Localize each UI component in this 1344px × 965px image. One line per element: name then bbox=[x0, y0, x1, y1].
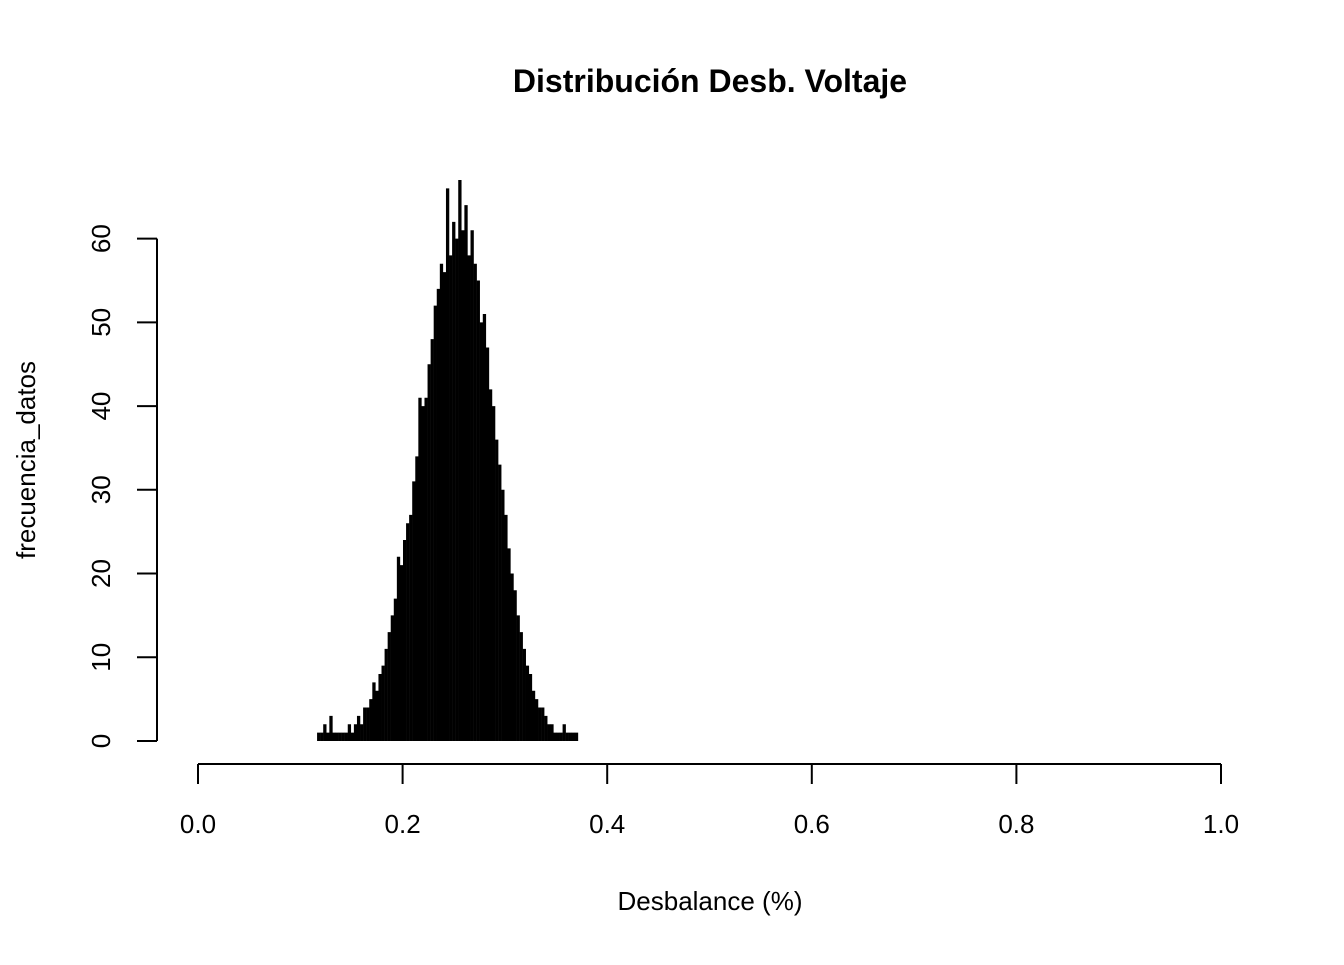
y-axis-label: frecuencia_datos bbox=[11, 361, 41, 559]
x-tick-label: 1.0 bbox=[1203, 809, 1239, 839]
x-tick-label: 0.4 bbox=[589, 809, 625, 839]
x-tick-label: 0.2 bbox=[385, 809, 421, 839]
y-tick-label: 60 bbox=[86, 224, 116, 253]
x-tick-label: 0.6 bbox=[794, 809, 830, 839]
y-tick-label: 40 bbox=[86, 392, 116, 421]
x-tick-label: 0.0 bbox=[180, 809, 216, 839]
x-tick-label: 0.8 bbox=[998, 809, 1034, 839]
x-axis-label: Desbalance (%) bbox=[618, 886, 803, 916]
y-tick-label: 20 bbox=[86, 559, 116, 588]
y-tick-label: 50 bbox=[86, 308, 116, 337]
y-tick-label: 30 bbox=[86, 475, 116, 504]
y-tick-label: 10 bbox=[86, 643, 116, 672]
chart-title: Distribución Desb. Voltaje bbox=[513, 63, 907, 99]
y-tick-label: 0 bbox=[86, 734, 116, 748]
